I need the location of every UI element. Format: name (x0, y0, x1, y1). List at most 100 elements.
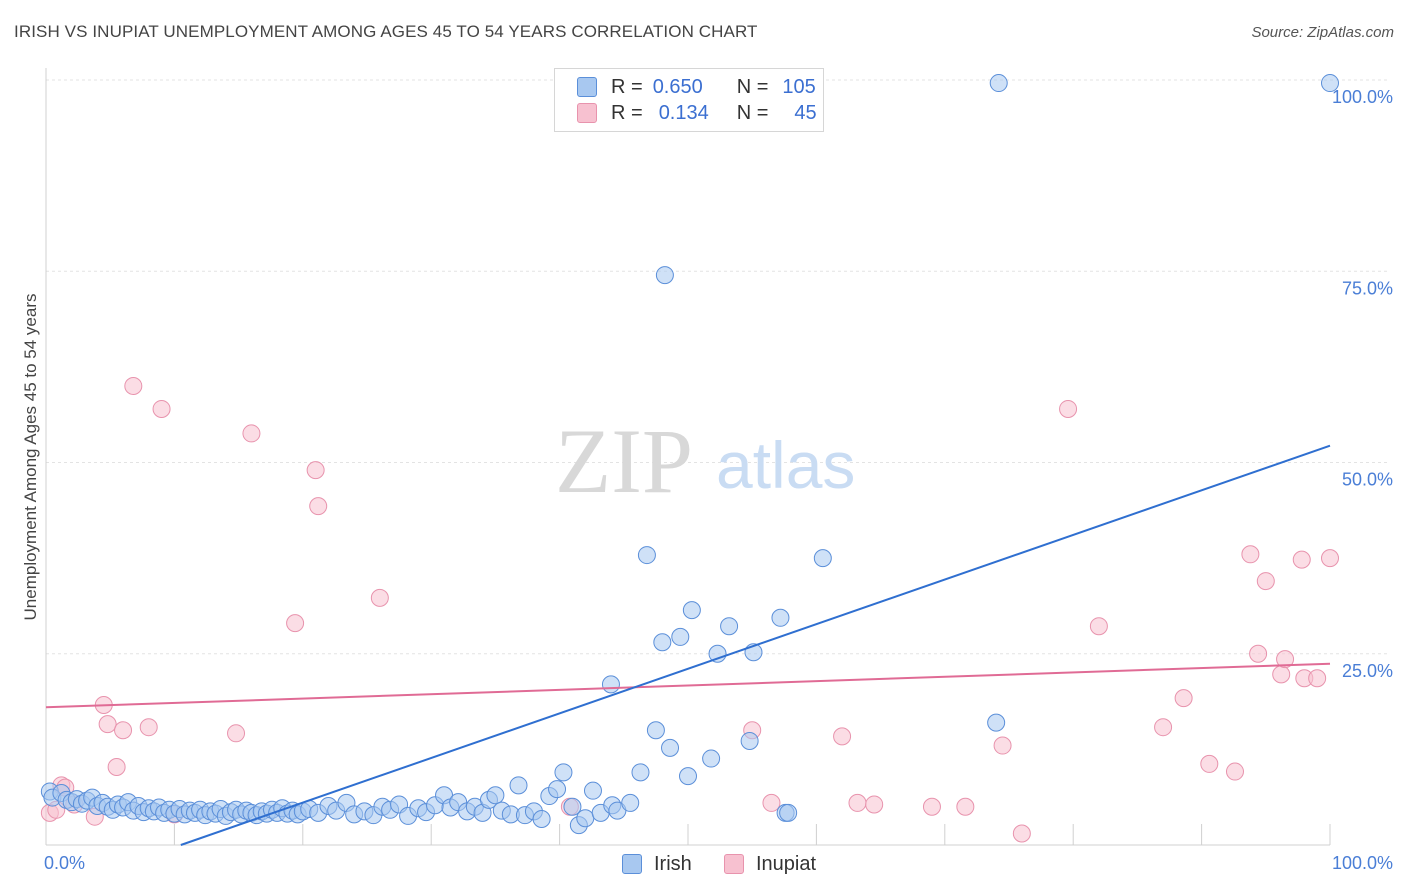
inupiat-point (1154, 718, 1173, 737)
inupiat-r-value: 0.134 (658, 101, 709, 124)
inupiat-point (1200, 754, 1219, 773)
irish-point (661, 738, 680, 757)
bottom-irish-swatch (622, 854, 642, 874)
inupiat-trend-line (45, 662, 1331, 709)
irish-point (740, 731, 759, 750)
watermark: ZIP atlas (555, 410, 855, 512)
irish-point (631, 763, 650, 782)
irish-swatch (577, 77, 597, 97)
irish-point (655, 266, 674, 285)
inupiat-point (1241, 545, 1260, 564)
irish-point (554, 763, 573, 782)
irish-points (40, 74, 1339, 835)
inupiat-point (1292, 550, 1311, 569)
axes (45, 68, 1330, 846)
irish-point (671, 627, 690, 646)
source-label: Source: ZipAtlas.com (1251, 24, 1394, 41)
irish-point (621, 793, 640, 812)
inupiat-point (370, 588, 389, 607)
bottom-legend-inupiat: Inupiat (724, 851, 816, 877)
irish-point (682, 601, 701, 620)
irish-point (601, 675, 620, 694)
y-tick-label: 50.0% (1342, 470, 1393, 490)
irish-trend-line (180, 444, 1331, 846)
inupiat-point (762, 793, 781, 812)
inupiat-point (1059, 399, 1078, 418)
inupiat-point (124, 377, 143, 395)
chart-title: IRISH VS INUPIAT UNEMPLOYMENT AMONG AGES… (14, 22, 758, 41)
irish-point (1321, 74, 1339, 93)
irish-point (637, 546, 656, 565)
inupiat-point (1174, 689, 1193, 708)
legend-row-inupiat: R = 0.134 N = 45 (577, 101, 817, 125)
inupiat-point (306, 461, 325, 480)
inupiat-point (152, 399, 171, 418)
bottom-legend-irish: Irish (622, 851, 692, 877)
inupiat-point (848, 793, 867, 812)
irish-point (486, 786, 505, 805)
inupiat-point (833, 727, 852, 746)
watermark-atlas: atlas (716, 428, 855, 502)
inupiat-point (1321, 549, 1339, 568)
inupiat-point (1249, 644, 1268, 663)
irish-r-label: R = (611, 75, 643, 98)
irish-point (576, 809, 595, 828)
inupiat-n-label: N = (736, 101, 769, 124)
irish-point (548, 780, 567, 799)
irish-point (720, 617, 739, 636)
inupiat-r-label: R = (611, 101, 643, 124)
bottom-inupiat-swatch (724, 854, 744, 874)
inupiat-point (1225, 762, 1244, 781)
inupiat-point (98, 715, 117, 734)
bottom-irish-label: Irish (654, 852, 692, 875)
inupiat-point (1276, 650, 1295, 669)
inupiat-point (107, 757, 126, 776)
legend-row-irish: R = 0.650 N = 105 (577, 75, 816, 99)
inupiat-n-value: 45 (794, 101, 817, 124)
irish-n-label: N = (736, 75, 769, 98)
inupiat-point (1256, 572, 1275, 591)
inupiat-point (922, 797, 941, 816)
irish-point (583, 781, 602, 800)
y-tick-label: 25.0% (1342, 661, 1393, 681)
irish-point (813, 549, 832, 568)
irish-point (532, 809, 551, 828)
x-tick-label: 0.0% (44, 853, 85, 873)
irish-point (702, 749, 721, 768)
irish-point (563, 797, 582, 816)
irish-r-value: 0.650 (652, 75, 703, 98)
y-axis-label: Unemployment Among Ages 45 to 54 years (21, 294, 40, 621)
inupiat-point (1308, 669, 1327, 688)
irish-point (989, 74, 1008, 93)
inupiat-point (993, 736, 1012, 755)
bottom-inupiat-label: Inupiat (756, 852, 817, 875)
inupiat-point (1089, 617, 1108, 636)
inupiat-point (286, 614, 305, 633)
inupiat-points (40, 377, 1339, 843)
irish-point (779, 803, 798, 822)
irish-point (509, 776, 528, 795)
inupiat-point (1012, 824, 1031, 843)
inupiat-point (309, 497, 328, 516)
inupiat-point (1272, 665, 1291, 684)
inupiat-point (139, 718, 158, 737)
irish-n-value: 105 (782, 75, 816, 98)
inupiat-point (865, 795, 884, 814)
inupiat-point (242, 424, 261, 443)
irish-point (987, 713, 1006, 732)
irish-point (679, 767, 697, 786)
irish-point (653, 633, 672, 652)
y-tick-label: 75.0% (1342, 278, 1393, 298)
irish-point (771, 608, 790, 627)
trend-lines (45, 444, 1331, 846)
watermark-zip: ZIP (555, 410, 693, 512)
y-tick-label: 100.0% (1332, 87, 1393, 107)
inupiat-point (227, 724, 246, 743)
tick-labels: 100.0% 75.0% 50.0% 25.0% 0.0% 100.0% (44, 87, 1393, 873)
inupiat-point (956, 797, 975, 816)
inupiat-point (114, 721, 133, 740)
x-tick-label: 100.0% (1332, 853, 1393, 873)
correlation-legend: R = 0.650 N = 105 R = 0.134 N = 45 (554, 68, 824, 132)
inupiat-swatch (577, 103, 597, 123)
